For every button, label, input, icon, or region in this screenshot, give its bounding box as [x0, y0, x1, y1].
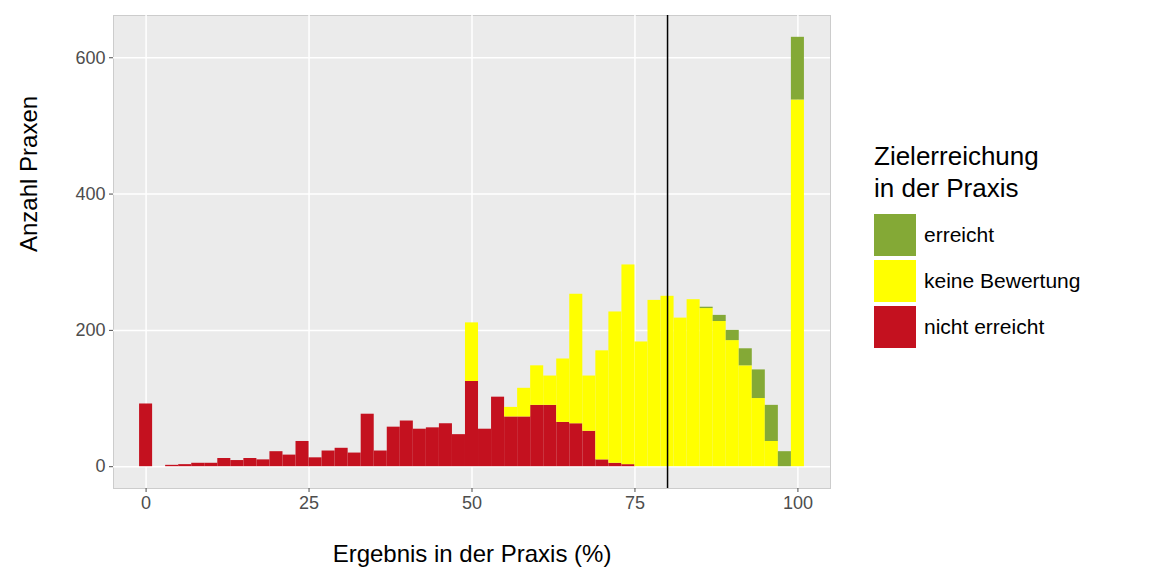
svg-text:400: 400	[75, 184, 105, 204]
svg-text:200: 200	[75, 320, 105, 340]
svg-text:100: 100	[783, 493, 813, 513]
html-text:in der Praxis: in der Praxis	[874, 173, 1019, 203]
svg-text:600: 600	[75, 48, 105, 68]
svg-text:0: 0	[95, 456, 105, 476]
svg-text:0: 0	[141, 493, 151, 513]
svg-text:Ergebnis in der Praxis (%): Ergebnis in der Praxis (%)	[333, 540, 612, 567]
html-text:Zielerreichung: Zielerreichung	[874, 141, 1039, 171]
html-text:erreicht: erreicht	[924, 223, 994, 246]
html-text:nicht erreicht: nicht erreicht	[924, 315, 1045, 338]
svg-text:25: 25	[299, 493, 319, 513]
html-text:keine Bewertung: keine Bewertung	[924, 269, 1081, 292]
svg-text:50: 50	[462, 493, 482, 513]
svg-text:Anzahl Praxen: Anzahl Praxen	[15, 96, 42, 252]
svg-text:75: 75	[625, 493, 645, 513]
